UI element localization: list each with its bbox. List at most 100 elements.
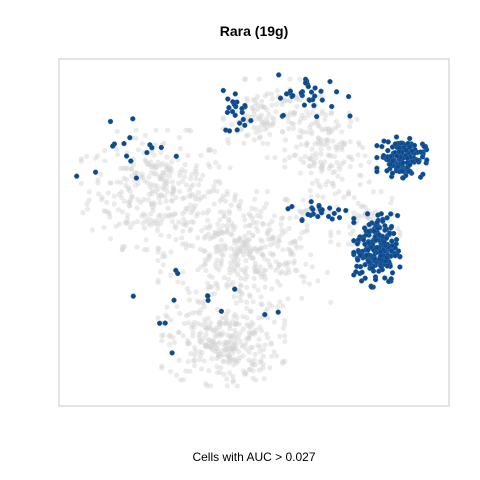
background-cell-point — [267, 262, 273, 268]
highlighted-cell-point — [364, 211, 371, 217]
background-cell-point — [201, 193, 207, 199]
highlighted-cell-point — [371, 228, 377, 234]
background-cell-point — [141, 197, 147, 203]
background-cell-point — [228, 282, 234, 288]
highlighted-cell-point — [331, 210, 337, 217]
background-cell-point — [137, 199, 144, 205]
background-cell-point — [254, 212, 261, 219]
background-cell-point — [244, 284, 250, 290]
background-cell-point — [213, 264, 219, 270]
background-cell-point — [303, 208, 309, 214]
highlighted-cell-point — [374, 143, 380, 149]
background-cell-point — [231, 266, 237, 272]
background-cell-point — [304, 227, 311, 233]
background-cell-point — [134, 244, 140, 250]
background-cell-point — [328, 153, 334, 159]
background-cell-point — [172, 211, 179, 217]
background-cell-point — [249, 215, 255, 221]
background-cell-point — [292, 238, 298, 244]
background-cell-point — [230, 333, 236, 339]
background-cell-point — [150, 204, 156, 210]
background-cell-point — [157, 174, 163, 180]
background-cell-point — [355, 152, 361, 158]
background-cell-point — [252, 331, 258, 337]
highlighted-cell-point — [314, 113, 320, 120]
highlighted-cell-point — [384, 254, 390, 261]
background-cell-point — [186, 193, 192, 199]
background-cell-point — [232, 356, 238, 362]
background-cell-point — [237, 248, 243, 254]
background-cell-point — [304, 222, 310, 229]
background-cell-point — [230, 318, 236, 324]
background-cell-point — [125, 186, 131, 193]
background-cell-point — [309, 128, 315, 134]
background-cell-point — [207, 324, 213, 331]
background-cell-point — [166, 173, 173, 179]
background-cell-point — [186, 320, 192, 326]
background-cell-point — [197, 246, 203, 252]
background-cell-point — [319, 108, 325, 114]
background-cell-point — [180, 377, 186, 383]
highlighted-cell-point — [74, 173, 80, 179]
background-cell-point — [280, 303, 286, 309]
background-cell-point — [221, 213, 227, 219]
background-cell-point — [129, 173, 135, 179]
background-cell-point — [247, 254, 253, 260]
background-cell-point — [215, 230, 221, 236]
background-cell-point — [158, 176, 164, 182]
highlighted-cell-point — [368, 284, 375, 290]
background-cell-point — [247, 249, 254, 255]
background-cell-point — [188, 226, 194, 232]
background-cell-point — [258, 246, 264, 252]
background-cell-point — [208, 234, 215, 240]
background-cell-point — [184, 219, 191, 225]
background-cell-point — [186, 297, 193, 303]
background-cell-point — [260, 347, 266, 353]
background-cell-point — [168, 198, 175, 204]
background-cell-point — [183, 312, 189, 319]
background-cell-point — [325, 137, 331, 143]
background-cell-point — [228, 264, 234, 270]
background-cell-point — [265, 231, 271, 237]
background-cell-point — [189, 219, 195, 225]
background-cell-point — [227, 322, 233, 329]
background-cell-point — [169, 159, 175, 165]
background-cell-point — [362, 153, 368, 159]
background-cell-point — [153, 171, 160, 177]
background-cell-point — [187, 228, 193, 234]
background-cell-point — [209, 284, 215, 290]
background-cell-point — [225, 277, 232, 283]
background-cell-point — [155, 277, 161, 283]
background-cell-point — [245, 251, 251, 257]
background-cell-point — [231, 342, 237, 348]
background-cell-point — [205, 315, 211, 321]
background-cell-point — [246, 349, 252, 355]
background-cell-point — [291, 258, 298, 264]
highlighted-cell-point — [421, 143, 427, 149]
background-cell-point — [274, 353, 280, 359]
background-cell-point — [241, 239, 247, 245]
highlighted-cell-point — [407, 162, 413, 168]
background-cell-point — [207, 252, 213, 258]
background-cell-point — [259, 251, 265, 257]
background-cell-point — [201, 248, 207, 254]
background-cell-point — [255, 106, 261, 112]
background-cell-point — [120, 165, 126, 171]
background-cell-point — [229, 357, 235, 363]
background-cell-point — [181, 174, 187, 180]
background-cell-point — [356, 139, 362, 146]
background-cell-point — [213, 160, 219, 166]
background-cell-point — [169, 191, 175, 197]
background-cell-point — [223, 198, 229, 204]
background-cell-point — [127, 199, 133, 205]
background-cell-point — [203, 342, 209, 349]
background-cell-point — [232, 194, 238, 200]
highlighted-cell-point — [381, 138, 387, 144]
background-cell-point — [233, 345, 239, 351]
highlighted-cell-point — [362, 275, 368, 281]
background-cell-point — [341, 194, 347, 200]
background-cell-point — [173, 194, 179, 201]
background-cell-point — [308, 170, 314, 176]
background-cell-point — [324, 126, 330, 132]
background-cell-point — [250, 299, 256, 305]
